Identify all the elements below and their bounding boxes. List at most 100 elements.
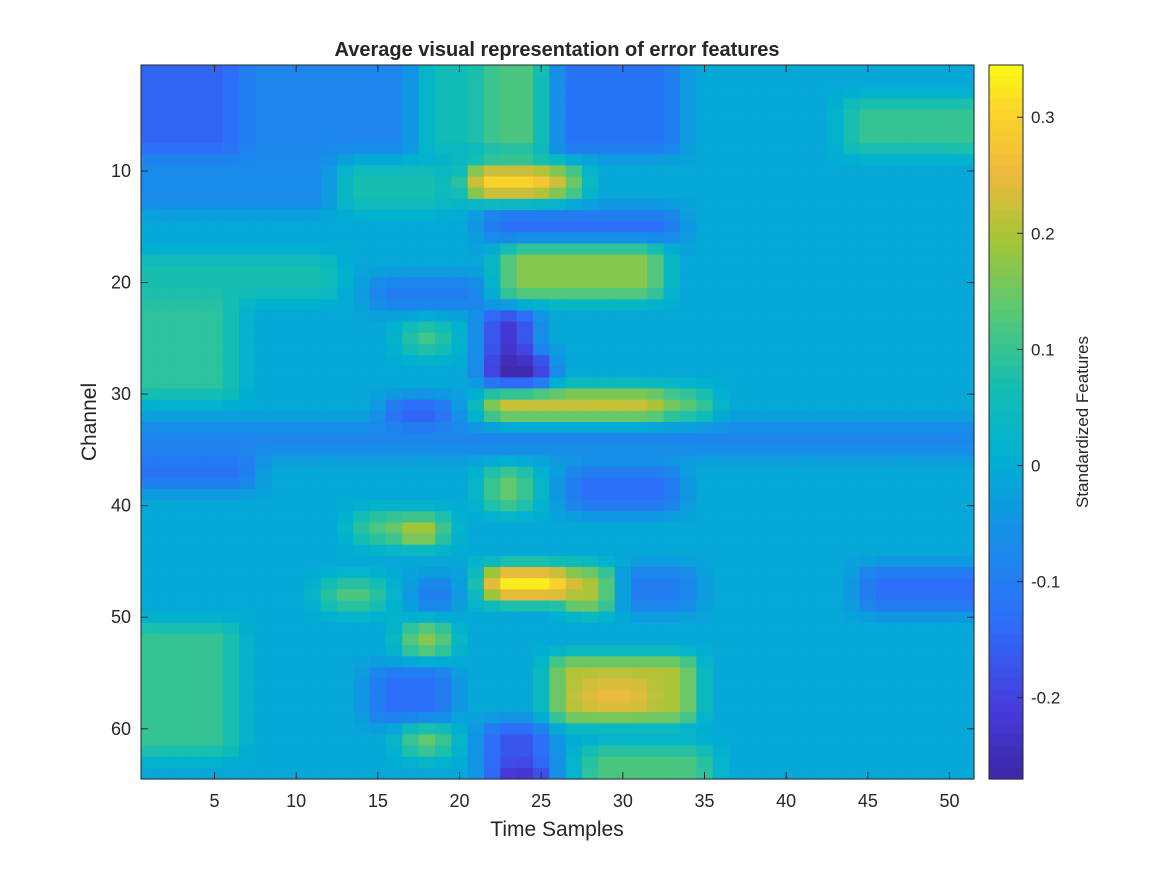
heatmap-cell [957, 477, 975, 490]
heatmap-cell [663, 299, 681, 312]
heatmap-cell [467, 243, 485, 256]
heatmap-cell [369, 488, 387, 501]
heatmap-cell [696, 254, 714, 267]
heatmap-cell [369, 343, 387, 356]
heatmap-cell [337, 120, 354, 133]
heatmap-cell [892, 98, 910, 111]
heatmap-cell [304, 332, 322, 345]
heatmap-cell [712, 65, 730, 77]
heatmap-cell [859, 109, 877, 122]
heatmap-cell [206, 600, 224, 613]
heatmap-cell [222, 321, 240, 334]
heatmap-cell [386, 254, 403, 267]
heatmap-cell [239, 756, 256, 769]
heatmap-cell [827, 444, 844, 457]
heatmap-cell [598, 656, 616, 669]
heatmap-cell [288, 310, 305, 323]
x-tick-label: 15 [368, 791, 388, 811]
heatmap-cell [729, 321, 746, 334]
heatmap-cell [533, 511, 550, 524]
heatmap-cell [402, 243, 420, 256]
heatmap-cell [843, 120, 861, 133]
heatmap-cell [141, 355, 158, 367]
heatmap-cell [778, 310, 795, 323]
heatmap-cell [696, 700, 714, 713]
heatmap-cell [516, 488, 534, 501]
heatmap-cell [190, 555, 207, 568]
heatmap-cell [745, 410, 763, 423]
heatmap-cell [337, 388, 354, 401]
heatmap-cell [255, 756, 273, 769]
heatmap-cell [680, 555, 697, 568]
heatmap-cell [794, 455, 812, 468]
colorbar-segment [989, 388, 1023, 401]
heatmap-cell [843, 511, 861, 524]
heatmap-cell [876, 210, 893, 222]
heatmap-cell [859, 165, 877, 178]
heatmap-cell [271, 767, 289, 780]
heatmap-cell [304, 87, 322, 100]
heatmap-cell [435, 500, 452, 512]
heatmap-cell [892, 689, 910, 702]
heatmap-cell [304, 399, 322, 412]
heatmap-cell [859, 154, 877, 167]
heatmap-cell [843, 712, 861, 724]
heatmap-cell [892, 410, 910, 423]
heatmap-cell [565, 377, 583, 390]
heatmap-cell [892, 276, 910, 289]
heatmap-cell [778, 299, 795, 312]
heatmap-cell [925, 321, 942, 334]
heatmap-cell [484, 633, 501, 646]
heatmap-cell [386, 109, 403, 122]
heatmap-cell [957, 756, 975, 769]
heatmap-cell [680, 332, 697, 345]
heatmap-cell [255, 544, 273, 557]
heatmap-cell [435, 578, 452, 590]
heatmap-cell [941, 120, 959, 133]
heatmap-cell [712, 276, 730, 289]
heatmap-cell [304, 254, 322, 267]
heatmap-cell [451, 488, 469, 501]
heatmap-cell [908, 600, 926, 613]
colorbar-segment [989, 321, 1023, 334]
heatmap-cell [647, 210, 665, 222]
y-tick-label: 20 [111, 273, 131, 293]
heatmap-cell [859, 343, 877, 356]
heatmap-cell [729, 712, 746, 724]
heatmap-cell [190, 723, 207, 735]
heatmap-cell [353, 533, 371, 546]
heatmap-cell [467, 399, 485, 412]
heatmap-cell [418, 455, 436, 468]
heatmap-cell [484, 700, 501, 713]
heatmap-cell [239, 444, 256, 457]
heatmap-cell [402, 678, 420, 691]
heatmap-cell [255, 355, 273, 367]
heatmap-cell [680, 734, 697, 747]
heatmap-cell [876, 321, 893, 334]
heatmap-cell [402, 377, 420, 390]
heatmap-cell [288, 198, 305, 211]
heatmap-cell [402, 265, 420, 278]
heatmap-cell [271, 243, 289, 256]
heatmap-cell [255, 488, 273, 501]
heatmap-cell [467, 232, 485, 245]
heatmap-cell [320, 288, 338, 300]
heatmap-cell [516, 388, 534, 401]
x-tick-label: 45 [858, 791, 878, 811]
heatmap-cell [353, 366, 371, 378]
heatmap-cell [239, 109, 256, 122]
heatmap-cell [239, 734, 256, 747]
heatmap-cell [876, 756, 893, 769]
heatmap-cell [337, 689, 354, 702]
heatmap-cell [892, 65, 910, 77]
heatmap-cell [402, 555, 420, 568]
heatmap-cell [141, 265, 158, 278]
heatmap-cell [320, 422, 338, 434]
colorbar-segment [989, 187, 1023, 200]
heatmap-cell [190, 120, 207, 133]
heatmap-cell [320, 555, 338, 568]
heatmap-cell [892, 131, 910, 144]
heatmap-cell [810, 299, 828, 312]
heatmap-cell [614, 533, 632, 546]
heatmap-cell [794, 299, 812, 312]
